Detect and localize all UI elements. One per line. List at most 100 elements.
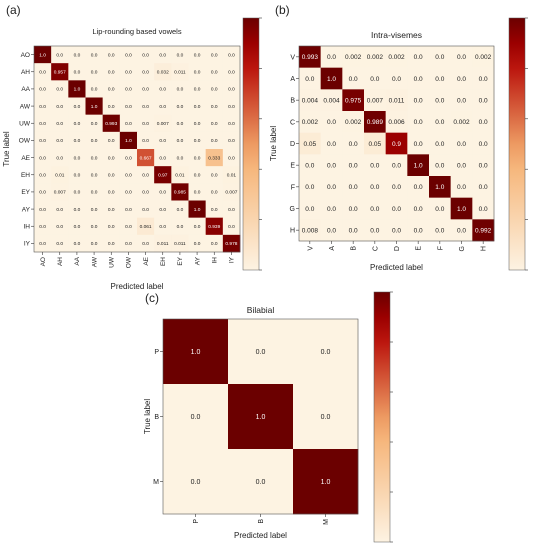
heatmap-cell <box>102 46 121 64</box>
heatmap-cell <box>188 200 206 218</box>
cell-value-label: 0.992 <box>475 227 492 234</box>
heatmap-cell <box>429 154 451 177</box>
cell-value-label: 0.0 <box>191 414 201 421</box>
cell-value-label: 0.0 <box>108 224 115 230</box>
colorbar <box>508 17 526 271</box>
cell-value-label: 0.0 <box>108 155 115 161</box>
heatmap-cell <box>34 80 52 98</box>
heatmap-cell <box>34 183 52 201</box>
cell-value-label: 0.0 <box>108 207 115 213</box>
cell-value-label: 0.0 <box>125 52 132 58</box>
cell-value-label: 0.0 <box>435 119 444 126</box>
cell-value-label: 0.0 <box>435 76 444 83</box>
cell-value-label: 0.0 <box>142 190 149 196</box>
cell-value-label: 0.0 <box>159 87 166 93</box>
heatmap-cell <box>34 97 52 115</box>
cell-value-label: 0.0 <box>56 138 63 144</box>
x-tick-label: AY <box>194 256 201 265</box>
heatmap-cell <box>137 183 155 201</box>
cell-value-label: 0.0 <box>370 162 379 169</box>
heatmap-cell <box>205 46 224 64</box>
x-tick-label: UW <box>109 256 116 268</box>
cell-value-label: 0.0 <box>194 172 201 178</box>
heatmap-cell <box>320 176 343 198</box>
cell-value-label: 0.0 <box>457 184 466 191</box>
colorbar-tick-label: 1.0 <box>530 0 540 2</box>
cell-value-label: 0.0 <box>91 69 98 75</box>
colorbar-tick-label: 0.2 <box>530 0 540 2</box>
cell-value-label: 0.002 <box>367 54 384 61</box>
cell-value-label: 0.061 <box>140 224 152 230</box>
panel-letter: (a) <box>6 3 21 17</box>
cell-value-label: 0.002 <box>453 119 470 126</box>
cell-value-label: 0.007 <box>367 97 384 104</box>
heatmap-cell <box>342 219 365 242</box>
y-tick-label: EH <box>21 172 30 179</box>
cell-value-label: 0.006 <box>388 119 405 126</box>
y-tick-label: OW <box>19 138 31 145</box>
cell-value-label: 0.0 <box>159 224 166 230</box>
cell-value-label: 0.0 <box>479 162 488 169</box>
y-tick-label: V <box>290 54 295 61</box>
heatmap-cell <box>34 217 52 236</box>
heatmap-cell <box>299 219 321 242</box>
cell-value-label: 0.007 <box>225 190 237 196</box>
cell-value-label: 0.0 <box>177 87 184 93</box>
cell-value-label: 0.0 <box>228 69 235 75</box>
cell-value-label: 0.0 <box>177 121 184 127</box>
cell-value-label: 0.0 <box>228 104 235 110</box>
cell-value-label: 0.008 <box>302 227 319 234</box>
colorbar-tick-label: 0.6 <box>264 0 274 2</box>
cell-value-label: 0.0 <box>142 87 149 93</box>
heatmap-cell <box>171 234 189 253</box>
heatmap-cell <box>450 111 473 133</box>
heatmap-cell <box>85 200 103 218</box>
cell-value-label: 0.0 <box>159 207 166 213</box>
cell-value-label: 0.002 <box>302 119 319 126</box>
heatmap-cell <box>364 176 386 198</box>
cell-value-label: 0.0 <box>349 141 358 148</box>
cell-value-label: 0.0 <box>39 87 46 93</box>
cell-value-label: 1.0 <box>435 184 444 191</box>
cell-value-label: 0.0 <box>177 224 184 230</box>
heatmap-cell <box>364 89 386 112</box>
cell-value-label: 0.0 <box>228 52 235 58</box>
heatmap-cell <box>320 89 343 112</box>
heatmap-cell <box>85 97 103 115</box>
cell-value-label: 0.0 <box>349 184 358 191</box>
cell-value-label: 0.0 <box>457 141 466 148</box>
x-tick-label: AH <box>57 257 64 266</box>
heatmap-cell <box>222 63 241 81</box>
heatmap-cell <box>171 80 189 98</box>
cell-value-label: 1.0 <box>457 206 466 213</box>
cell-value-label: 0.0 <box>74 155 81 161</box>
heatmap-cell <box>299 197 321 220</box>
heatmap-cell <box>205 80 224 98</box>
cell-value-label: 0.0 <box>370 184 379 191</box>
heatmap-cell <box>171 97 189 115</box>
heatmap-cell <box>85 114 103 133</box>
heatmap-cell <box>85 234 103 253</box>
cell-value-label: 0.0 <box>91 224 98 230</box>
cell-value-label: 0.0 <box>194 52 201 58</box>
colorbar-tick-label: 0.0 <box>264 0 274 2</box>
y-tick-label: IY <box>24 241 31 248</box>
heatmap-cell <box>299 154 321 177</box>
heatmap-cell <box>222 114 241 133</box>
heatmap-cell <box>188 217 206 236</box>
heatmap-cell <box>154 183 172 201</box>
x-tick-label: A <box>329 246 336 251</box>
heatmap-cell <box>299 176 321 198</box>
x-tick-label: AE <box>143 256 150 265</box>
heatmap-cell <box>320 219 343 242</box>
heatmap-cell <box>293 449 359 515</box>
cell-value-label: 0.0 <box>56 155 63 161</box>
cell-value-label: 0.0 <box>125 87 132 93</box>
cell-value-label: 0.0 <box>349 206 358 213</box>
heatmap-cell <box>299 67 321 90</box>
heatmap-cell <box>102 131 121 150</box>
y-tick-label: AA <box>21 86 30 93</box>
heatmap-cell <box>171 131 189 150</box>
heatmap-cell <box>407 111 430 133</box>
